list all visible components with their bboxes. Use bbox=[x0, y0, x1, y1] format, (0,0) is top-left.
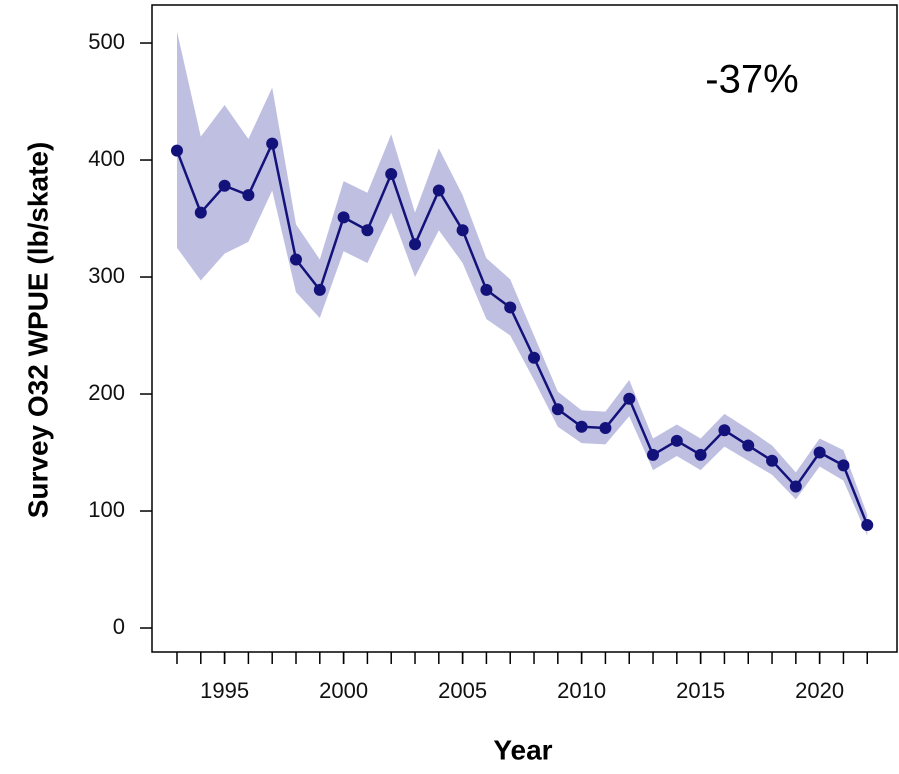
x-tick-label: 2020 bbox=[795, 678, 844, 703]
point bbox=[861, 519, 874, 532]
point bbox=[718, 424, 731, 437]
point bbox=[837, 459, 850, 472]
x-tick-label: 2005 bbox=[438, 678, 487, 703]
point bbox=[528, 351, 541, 364]
point bbox=[194, 206, 207, 219]
y-tick-label: 100 bbox=[88, 497, 125, 522]
point bbox=[766, 454, 779, 467]
point bbox=[218, 179, 231, 192]
point bbox=[170, 144, 183, 157]
point bbox=[480, 283, 493, 296]
point bbox=[575, 420, 588, 433]
plot-frame bbox=[151, 4, 898, 653]
point bbox=[432, 184, 445, 197]
point bbox=[647, 448, 660, 461]
y-tick-label: 300 bbox=[88, 263, 125, 288]
annotation: -37% bbox=[705, 58, 798, 102]
point bbox=[670, 434, 683, 447]
point bbox=[551, 403, 564, 416]
point bbox=[337, 211, 350, 224]
point bbox=[742, 439, 755, 452]
y-tick-label: 500 bbox=[88, 29, 125, 54]
x-tick-label: 2000 bbox=[319, 678, 368, 703]
point bbox=[361, 224, 374, 237]
point bbox=[694, 448, 707, 461]
x-tick-label: 2010 bbox=[557, 678, 606, 703]
point bbox=[385, 168, 398, 181]
point bbox=[242, 189, 255, 202]
point bbox=[789, 480, 802, 493]
point bbox=[623, 392, 636, 405]
y-tick-label: 0 bbox=[113, 614, 125, 639]
confidence-band bbox=[176, 31, 868, 536]
point bbox=[504, 301, 517, 314]
point bbox=[599, 421, 612, 434]
point bbox=[313, 283, 326, 296]
point bbox=[813, 446, 826, 459]
y-tick-label: 400 bbox=[88, 146, 125, 171]
y-axis-title: Survey O32 WPUE (lb/skate) bbox=[22, 142, 53, 519]
y-tick-label: 200 bbox=[88, 380, 125, 405]
point bbox=[409, 238, 422, 251]
point bbox=[266, 137, 279, 150]
point bbox=[456, 224, 469, 237]
x-tick-label: 2015 bbox=[676, 678, 725, 703]
point bbox=[290, 253, 303, 266]
x-axis-title: Year bbox=[493, 734, 552, 765]
x-tick-label: 1995 bbox=[200, 678, 249, 703]
